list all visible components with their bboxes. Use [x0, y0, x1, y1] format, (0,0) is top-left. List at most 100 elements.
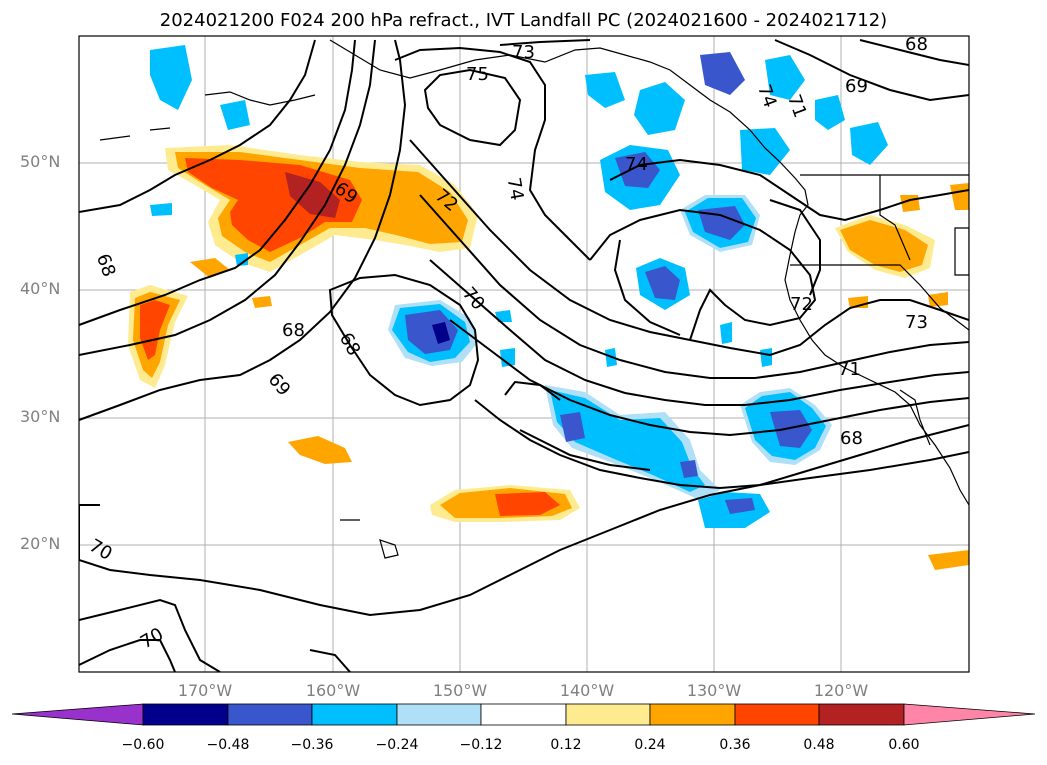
- contour-label: 70: [137, 624, 167, 654]
- cool-blob-aleutians-1: [150, 45, 192, 110]
- warm-blob-hawaii-north: [288, 436, 352, 464]
- colorbar-segment: [480, 703, 567, 726]
- colorbar-segment: [818, 703, 905, 726]
- cool-spot-6: [235, 253, 248, 266]
- blue-blob-east-subtropics: [770, 410, 812, 448]
- positive-shading: [128, 145, 969, 570]
- cool-spot-5: [760, 348, 772, 367]
- contour-line: [474, 399, 969, 490]
- warm-spot-3: [928, 292, 948, 307]
- map-frame: [78, 35, 970, 673]
- contour-label: 75: [466, 64, 489, 85]
- contour-line: [419, 194, 969, 379]
- contour-lines: [79, 39, 969, 672]
- colorbar: [11, 703, 1036, 726]
- dark-red-blob-north-pacific: [285, 172, 340, 218]
- blue-blob-central-pacific: [405, 310, 458, 354]
- blue-spot-subtropics-2: [680, 460, 698, 478]
- cool-blob-aleutians-2: [220, 100, 250, 130]
- contour-label: 74: [503, 176, 528, 202]
- blue-blob-gulf-alaska: [615, 152, 660, 188]
- lon-label-160w: 160°W: [305, 681, 361, 700]
- lon-label-140w: 140°W: [559, 681, 615, 700]
- contour-line: [409, 139, 969, 357]
- contour-label: 68: [905, 34, 928, 55]
- contour-line: [429, 259, 969, 406]
- cool-blob-alaska-6: [815, 95, 845, 130]
- contour-line: [79, 39, 407, 421]
- contour-line: [449, 319, 969, 437]
- contour-label: 69: [264, 369, 295, 400]
- map-title: 2024021200 F024 200 hPa refract., IVT La…: [159, 10, 888, 31]
- colorbar-extend-low: [11, 703, 144, 726]
- colorbar-segment: [396, 703, 482, 726]
- warm-blob-east-2: [950, 183, 969, 210]
- cool-blob-alaska-2: [700, 52, 745, 95]
- contour-line: [79, 451, 969, 617]
- colorbar-tick: 0.36: [719, 737, 751, 753]
- colorbar-segment: [649, 703, 736, 726]
- contour-label: 68: [335, 329, 365, 359]
- colorbar-segment: [142, 703, 229, 726]
- contour-line: [769, 199, 821, 296]
- lon-label-170w: 170°W: [177, 681, 233, 700]
- contour-line: [79, 39, 316, 213]
- contour-line: [309, 649, 351, 672]
- warm-blob-east: [900, 195, 920, 212]
- warm-blob-se: [928, 550, 969, 570]
- cool-spot-7: [150, 203, 172, 216]
- contour-line: [519, 429, 651, 471]
- colorbar-extend-high: [903, 703, 1036, 726]
- lat-label-40n: 40°N: [20, 279, 61, 298]
- colorbar-tick: 0.24: [634, 737, 666, 753]
- cool-blob-alaska-5: [850, 122, 888, 165]
- contour-label: 74: [625, 154, 648, 175]
- cool-blob-alaska-1: [634, 82, 685, 135]
- contour-label: 70: [85, 535, 115, 565]
- blue-spot-sw: [725, 498, 755, 514]
- contour-line: [613, 239, 681, 336]
- colorbar-segment: [565, 703, 651, 726]
- contour-label: 73: [905, 312, 928, 333]
- contour-line: [79, 39, 356, 326]
- cool-blob-alaska-3: [740, 128, 790, 175]
- lat-label-20n: 20°N: [20, 534, 61, 553]
- warm-spot-2: [190, 258, 230, 278]
- colorbar-tick: −0.60: [121, 737, 165, 753]
- colorbar-tick: 0.60: [888, 737, 920, 753]
- contour-label: 73: [512, 42, 535, 63]
- contour-label: 69: [845, 76, 868, 97]
- lat-label-30n: 30°N: [20, 407, 61, 426]
- colorbar-tick: −0.12: [459, 737, 503, 753]
- cool-spot-1: [495, 310, 512, 322]
- coastlines: [99, 39, 969, 559]
- contour-line: [423, 68, 522, 147]
- contour-line: [774, 39, 969, 102]
- contour-line: [499, 39, 591, 46]
- contour-label: 68: [282, 320, 305, 341]
- navy-spot-central-pacific: [432, 322, 450, 344]
- lon-label-120w: 120°W: [813, 681, 869, 700]
- cool-blob-sea-1: [585, 72, 625, 108]
- contour-line: [609, 158, 969, 222]
- contour-line: [859, 39, 969, 66]
- contour-line: [328, 273, 480, 407]
- blue-spot-subtropics-1: [560, 412, 585, 442]
- lon-label-150w: 150°W: [432, 681, 488, 700]
- colorbar-tick: 0.12: [550, 737, 582, 753]
- colorbar-tick: −0.36: [290, 737, 334, 753]
- contour-line: [394, 46, 591, 261]
- colorbar-segment: [227, 703, 313, 726]
- cool-blob-alaska-4: [765, 55, 805, 100]
- warm-spot-1: [252, 296, 272, 308]
- contour-line: [79, 598, 221, 672]
- colorbar-segment: [311, 703, 398, 726]
- contour-label: 72: [790, 294, 813, 315]
- colorbar-segment: [734, 703, 820, 726]
- blue-blob-ne-pacific-2: [645, 266, 680, 300]
- gridlines: [79, 36, 969, 672]
- cool-spot-2: [500, 348, 515, 367]
- cool-spot-4: [720, 322, 732, 344]
- lat-label-50n: 50°N: [20, 152, 61, 171]
